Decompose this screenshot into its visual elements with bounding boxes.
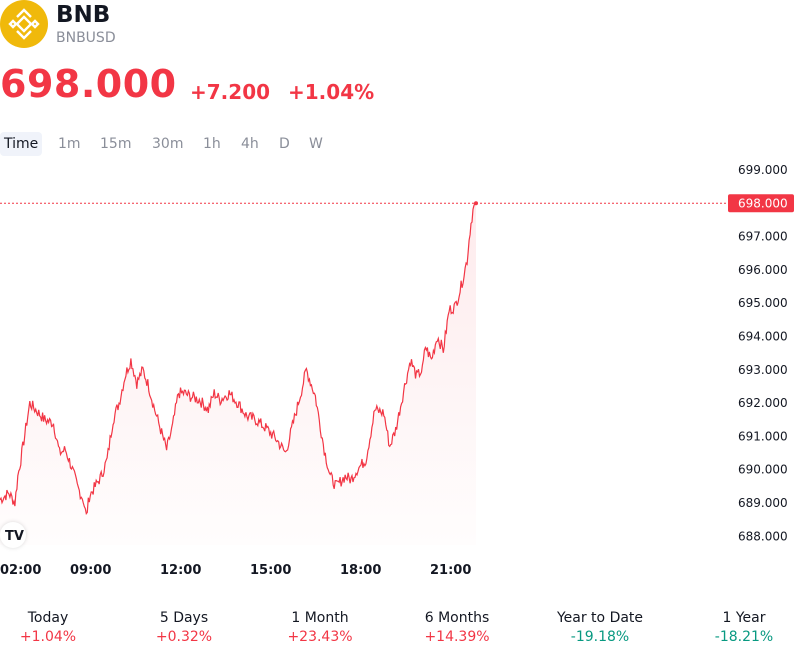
- price-change-percent: +1.04%: [288, 80, 375, 104]
- perf-1-month[interactable]: 1 Month +23.43%: [255, 608, 385, 646]
- last-price-label: 698.000: [738, 196, 788, 210]
- tab-30m[interactable]: 30m: [152, 136, 184, 152]
- tv-glyph-icon: TV: [5, 529, 24, 544]
- tab-4h[interactable]: 4h: [241, 136, 259, 152]
- svg-text:TV: TV: [5, 529, 24, 544]
- x-tick-label: 21:00: [430, 563, 471, 578]
- tab-15m[interactable]: 15m: [100, 136, 132, 152]
- y-tick-label: 689.000: [738, 496, 788, 510]
- y-tick-label: 697.000: [738, 230, 788, 244]
- y-tick-label: 699.000: [738, 163, 788, 177]
- perf-label: Year to Date: [556, 610, 644, 626]
- symbol-name: BNB: [56, 2, 111, 28]
- perf-value: +23.43%: [287, 629, 353, 645]
- perf-label: Today: [27, 610, 69, 626]
- perf-5-days[interactable]: 5 Days +0.32%: [119, 608, 249, 646]
- y-tick-label: 693.000: [738, 363, 788, 377]
- last-price-dot: [474, 201, 478, 206]
- y-tick-label: 688.000: [738, 529, 788, 543]
- timeframe-tabs: Time 1m 15m 30m 1h 4h D W: [0, 132, 400, 156]
- price-area-fill: [0, 203, 476, 546]
- perf-1-year[interactable]: 1 Year -18.21%: [679, 608, 800, 646]
- x-tick-label: 18:00: [340, 563, 381, 578]
- symbol-pair: BNBUSD: [56, 30, 116, 46]
- last-price-label-bg: [728, 194, 794, 213]
- performance-row: Today +1.04% 5 Days +0.32% 1 Month +23.4…: [0, 608, 800, 652]
- x-axis: 02:00 09:00 12:00 15:00 18:00 21:00: [0, 563, 471, 578]
- price-chart[interactable]: 699.000 697.000 696.000 695.000 694.000 693.0…: [0, 150, 800, 590]
- y-tick-label: 692.000: [738, 396, 788, 410]
- perf-today[interactable]: Today +1.04%: [0, 608, 113, 646]
- bnb-logo-icon: [0, 0, 48, 48]
- last-price: 698.000: [0, 62, 177, 106]
- perf-value: +0.32%: [155, 629, 213, 645]
- perf-value: -18.21%: [714, 629, 774, 645]
- tab-time[interactable]: Time: [0, 132, 43, 156]
- y-tick-label: 691.000: [738, 429, 788, 443]
- perf-label: 1 Year: [722, 610, 766, 626]
- symbol-header: BNB BNBUSD: [0, 0, 800, 60]
- y-tick-label: 694.000: [738, 330, 788, 344]
- y-tick-label: 690.000: [738, 463, 788, 477]
- perf-label: 6 Months: [424, 610, 490, 626]
- perf-6-months[interactable]: 6 Months +14.39%: [392, 608, 522, 646]
- tradingview-logo-icon[interactable]: TV: [0, 522, 26, 548]
- x-tick-label: 15:00: [250, 563, 291, 578]
- y-tick-label: 696.000: [738, 263, 788, 277]
- price-line: [0, 202, 476, 515]
- perf-value: +1.04%: [19, 629, 77, 645]
- tab-1m[interactable]: 1m: [58, 136, 81, 152]
- perf-value: +14.39%: [424, 629, 490, 645]
- price-change: +7.200: [190, 80, 271, 104]
- perf-label: 5 Days: [159, 610, 209, 626]
- price-row: 698.000 +7.200 +1.04%: [0, 62, 800, 112]
- x-tick-label: 02:00: [0, 563, 41, 578]
- x-tick-label: 09:00: [70, 563, 111, 578]
- x-tick-label: 12:00: [160, 563, 201, 578]
- tab-week[interactable]: W: [309, 136, 323, 152]
- y-axis: 699.000 697.000 696.000 695.000 694.000 693.0…: [738, 163, 788, 543]
- y-tick-label: 695.000: [738, 296, 788, 310]
- tab-1h[interactable]: 1h: [203, 136, 221, 152]
- perf-value: -19.18%: [570, 629, 630, 645]
- tab-day[interactable]: D: [279, 136, 290, 152]
- perf-label: 1 Month: [291, 610, 349, 626]
- perf-year-to-date[interactable]: Year to Date -19.18%: [535, 608, 665, 646]
